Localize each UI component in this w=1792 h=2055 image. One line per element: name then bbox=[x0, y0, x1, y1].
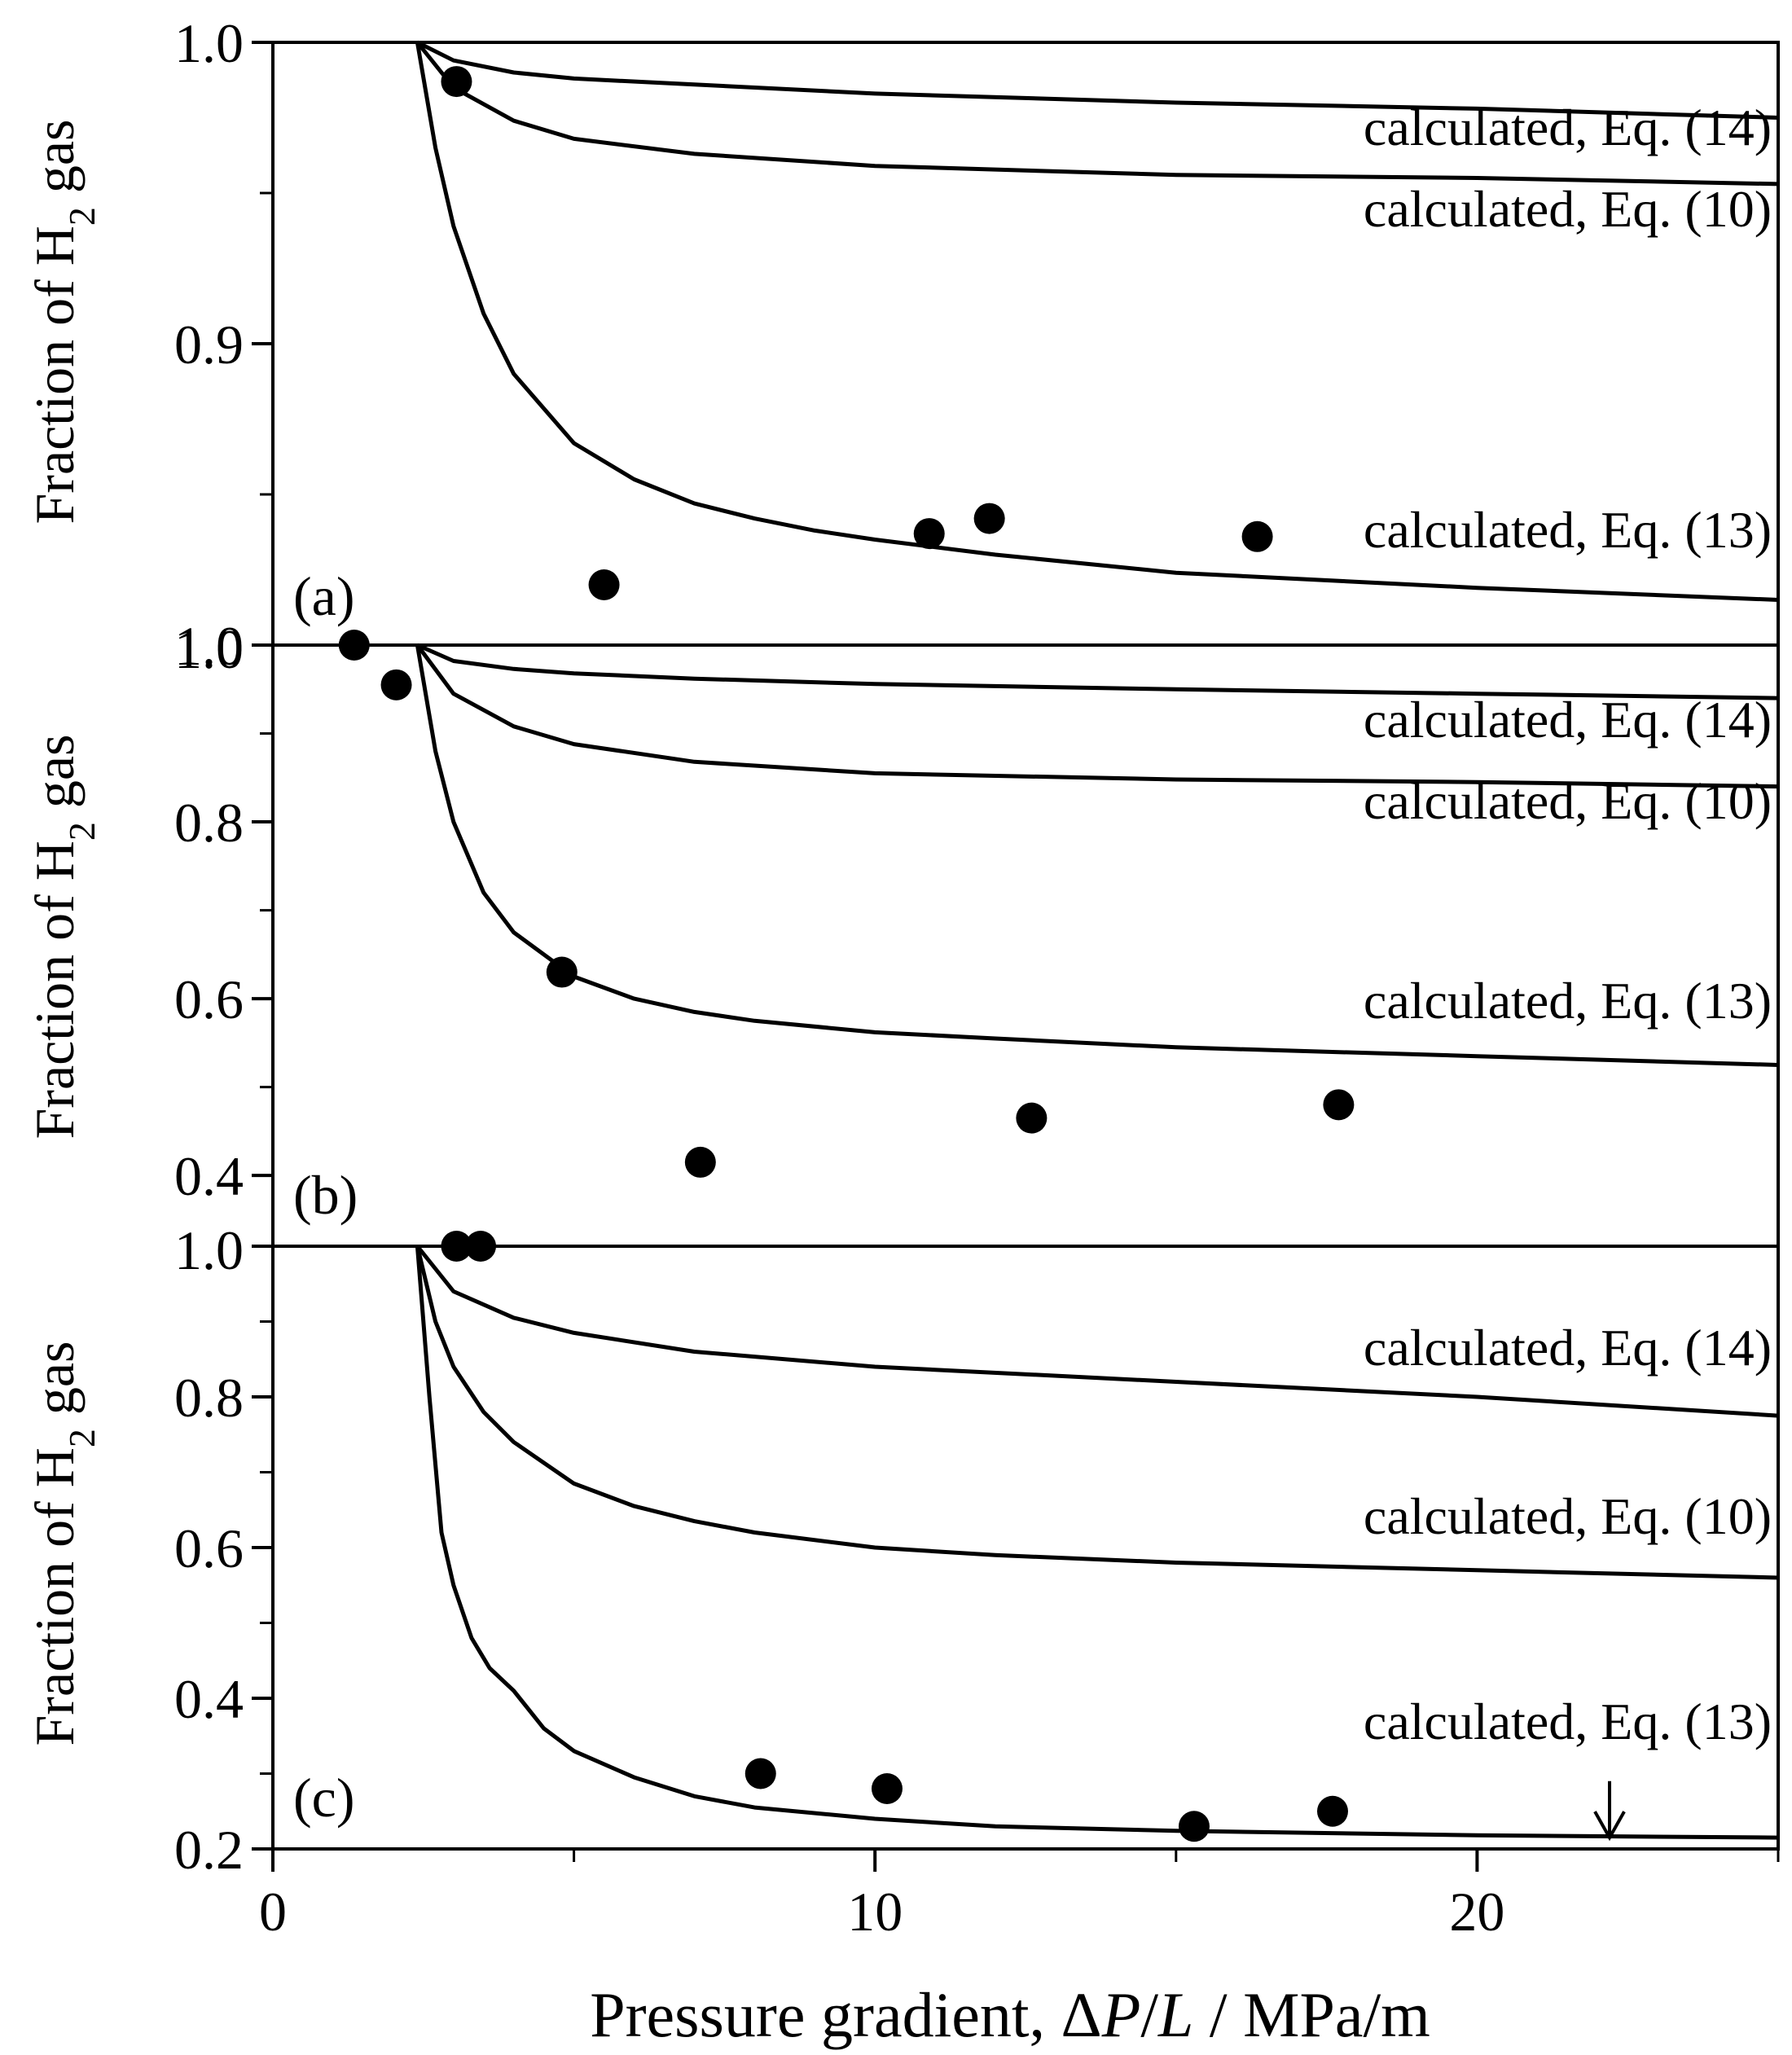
panel-a-curves bbox=[415, 40, 1779, 602]
y-tick-label: 0.4 bbox=[174, 1145, 244, 1207]
y-tick-label: 0.8 bbox=[174, 1367, 244, 1429]
y-axis-title-end: gas bbox=[24, 1341, 86, 1429]
x-tick-label: 10 bbox=[847, 1881, 903, 1943]
panel-a-ticks bbox=[252, 41, 273, 496]
panel-b-points bbox=[338, 630, 1355, 1178]
panel-label: (a) bbox=[293, 565, 354, 627]
series-line bbox=[415, 1245, 1779, 1840]
panel-c-series-labels: calculated, Eq. (14) calculated, Eq. (10)… bbox=[1364, 1319, 1772, 1750]
series-line bbox=[415, 41, 1779, 187]
series-label: calculated, Eq. (13) bbox=[1364, 501, 1772, 559]
y-axis-title-main: Fraction of H bbox=[24, 226, 86, 524]
series-line bbox=[415, 644, 1779, 1067]
y-axis-title-main: Fraction of H bbox=[24, 1447, 86, 1745]
data-point bbox=[1316, 1795, 1348, 1827]
y-tick-label: 0.4 bbox=[174, 1668, 244, 1730]
data-point bbox=[913, 518, 945, 550]
panel-c-ytick-labels: 0.2 0.4 0.6 0.8 1.0 bbox=[174, 1219, 244, 1881]
panel-c-curves bbox=[415, 1245, 1779, 1840]
series-label: calculated, Eq. (14) bbox=[1364, 99, 1772, 156]
data-point bbox=[380, 669, 412, 700]
x-axis-title-main: Pressure gradient, Δ bbox=[590, 1979, 1102, 2050]
y-axis-title-end: gas bbox=[24, 119, 86, 207]
y-axis-title-subscript: 2 bbox=[61, 207, 103, 226]
data-point bbox=[973, 503, 1005, 534]
x-tick-label: 0 bbox=[259, 1881, 287, 1943]
data-point bbox=[871, 1773, 903, 1804]
y-tick-label: 0.6 bbox=[174, 1517, 244, 1579]
y-axis-title-subscript: 2 bbox=[61, 822, 103, 841]
y-tick-label: 0.8 bbox=[174, 792, 244, 854]
panel-c-ticks bbox=[252, 1245, 1780, 1872]
y-axis-title: Fraction of H2 gas bbox=[24, 1341, 103, 1745]
panel-a-points bbox=[441, 66, 1273, 600]
series-line bbox=[416, 643, 1779, 700]
arrow-head bbox=[1593, 1811, 1626, 1842]
x-axis-title-l: L bbox=[1157, 1979, 1193, 2050]
data-point bbox=[1241, 520, 1273, 552]
data-point bbox=[546, 956, 578, 988]
series-label: calculated, Eq. (14) bbox=[1364, 691, 1772, 749]
y-axis-title: Fraction of H2 gas bbox=[24, 734, 103, 1139]
x-axis-title-p: P bbox=[1101, 1979, 1141, 2050]
panel-c-annotation bbox=[1593, 1781, 1626, 1842]
series-label: calculated, Eq. (10) bbox=[1364, 1487, 1772, 1545]
series-label: calculated, Eq. (10) bbox=[1364, 772, 1772, 830]
data-point bbox=[1323, 1089, 1355, 1121]
x-axis-title: Pressure gradient, ΔP/L / MPa/m bbox=[590, 1979, 1430, 2050]
series-line bbox=[415, 643, 1779, 789]
panel-b-series-labels: calculated, Eq. (14) calculated, Eq. (10)… bbox=[1364, 691, 1772, 1030]
data-point bbox=[588, 569, 620, 600]
series-line bbox=[415, 1245, 1779, 1418]
data-point bbox=[684, 1146, 716, 1178]
y-tick-label: 0.6 bbox=[174, 968, 244, 1030]
x-axis-title-end: / MPa/m bbox=[1193, 1979, 1430, 2050]
series-line bbox=[415, 42, 1779, 602]
y-tick-label: 1.0 bbox=[174, 615, 244, 677]
panel-b-ytick-labels: 0.4 0.6 0.8 1.0 bbox=[174, 618, 244, 1207]
panel-a-series-labels: calculated, Eq. (14) calculated, Eq. (10)… bbox=[1364, 99, 1772, 559]
panel-b-curves bbox=[415, 643, 1779, 1067]
series-label: calculated, Eq. (13) bbox=[1364, 972, 1772, 1030]
panel-b: 0.40.60.81.0 calculated, Eq. (14)calcula… bbox=[24, 618, 1780, 1248]
x-tick-label: 20 bbox=[1449, 1881, 1504, 1943]
panel-b-ticks bbox=[252, 643, 273, 1178]
y-axis-title-main: Fraction of H bbox=[24, 841, 86, 1139]
panel-a: 1.00.91.0 calculated, Eq. (14)calculated… bbox=[24, 12, 1780, 677]
series-line bbox=[416, 40, 1779, 120]
panel-c-frame bbox=[271, 1245, 1780, 1851]
panel-label: (c) bbox=[293, 1767, 354, 1829]
series-label: calculated, Eq. (14) bbox=[1364, 1319, 1772, 1377]
data-point bbox=[441, 66, 472, 98]
y-tick-label: 1.0 bbox=[174, 1219, 244, 1281]
y-tick-label: 1.0 bbox=[174, 618, 244, 680]
data-point bbox=[1178, 1811, 1210, 1842]
y-axis-title: Fraction of H2 gas bbox=[24, 119, 103, 524]
data-point bbox=[744, 1758, 776, 1789]
panel-a-ytick-labels: 1.0 0.9 1.0 bbox=[174, 12, 244, 677]
series-label: calculated, Eq. (10) bbox=[1364, 180, 1772, 238]
y-axis-title-subscript: 2 bbox=[61, 1429, 103, 1447]
y-tick-label: 0.9 bbox=[174, 314, 244, 375]
data-point bbox=[1016, 1102, 1048, 1134]
x-axis-title-slash: / bbox=[1140, 1979, 1158, 2050]
series-label: calculated, Eq. (13) bbox=[1364, 1693, 1772, 1750]
panel-c: 0.2 0.4 0.6 0.8 1.0 0 10 20 calculated, Eq. (1… bbox=[24, 1219, 1780, 2050]
series-line bbox=[415, 1245, 1779, 1580]
y-tick-label: 1.0 bbox=[174, 12, 244, 74]
y-tick-label: 0.2 bbox=[174, 1819, 244, 1881]
panel-label: (b) bbox=[293, 1164, 358, 1226]
y-axis-title-end: gas bbox=[24, 734, 86, 822]
panel-c-xtick-labels: 0 10 20 bbox=[259, 1881, 1504, 1943]
